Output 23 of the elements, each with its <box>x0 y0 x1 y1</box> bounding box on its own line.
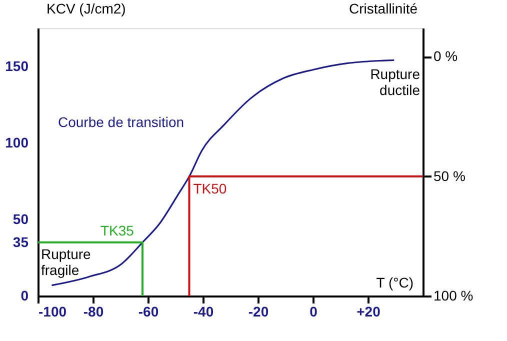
x-tick-label: 0 <box>310 304 318 320</box>
annotation: Courbe de transition <box>58 114 184 130</box>
y-tick-label: 50 <box>12 210 29 227</box>
y-tick-label: 100 <box>5 134 29 150</box>
x-tick-label: -20 <box>248 304 269 320</box>
x-tick-label: -40 <box>193 304 214 320</box>
annotation: Rupture fragile <box>41 246 92 278</box>
y-tick-label: 35 <box>12 234 29 250</box>
annotation: TK35 <box>100 222 134 238</box>
annotation: TK50 <box>193 180 227 197</box>
y2-tick-label: 0 % <box>434 48 458 64</box>
x-axis-title: T (°C) <box>376 274 414 290</box>
y-axis-title: KCV (J/cm2) <box>46 0 126 16</box>
x-tick-label: -100 <box>38 304 67 320</box>
x-tick-label: +20 <box>356 304 381 320</box>
y2-tick-label: 50 % <box>434 168 466 184</box>
y2-tick-label: 100 % <box>434 288 474 304</box>
annotation: Rupture ductile <box>370 66 420 98</box>
x-tick-label: -60 <box>138 304 159 320</box>
x-tick-label: -80 <box>83 304 104 320</box>
y2-axis-title: Cristallinité <box>349 0 418 16</box>
y-tick-label: 150 <box>5 58 29 74</box>
y-tick-label: 0 <box>20 288 29 304</box>
